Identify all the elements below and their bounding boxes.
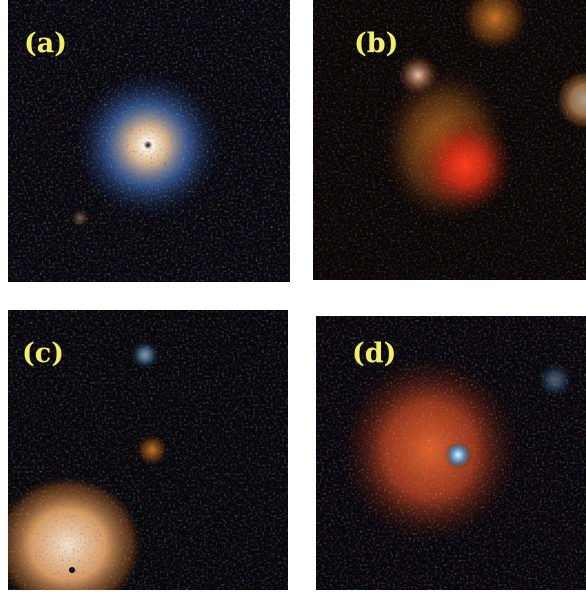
panel-label: (c) xyxy=(22,338,64,369)
panel-label: (b) xyxy=(354,28,398,59)
panel-a: (a) xyxy=(8,0,290,282)
panel-d: (d) xyxy=(316,316,586,590)
panel-label: (d) xyxy=(352,338,396,369)
panel-label: (a) xyxy=(24,28,67,59)
panel-b: (b) xyxy=(313,0,586,280)
panel-c: (c) xyxy=(8,310,288,590)
